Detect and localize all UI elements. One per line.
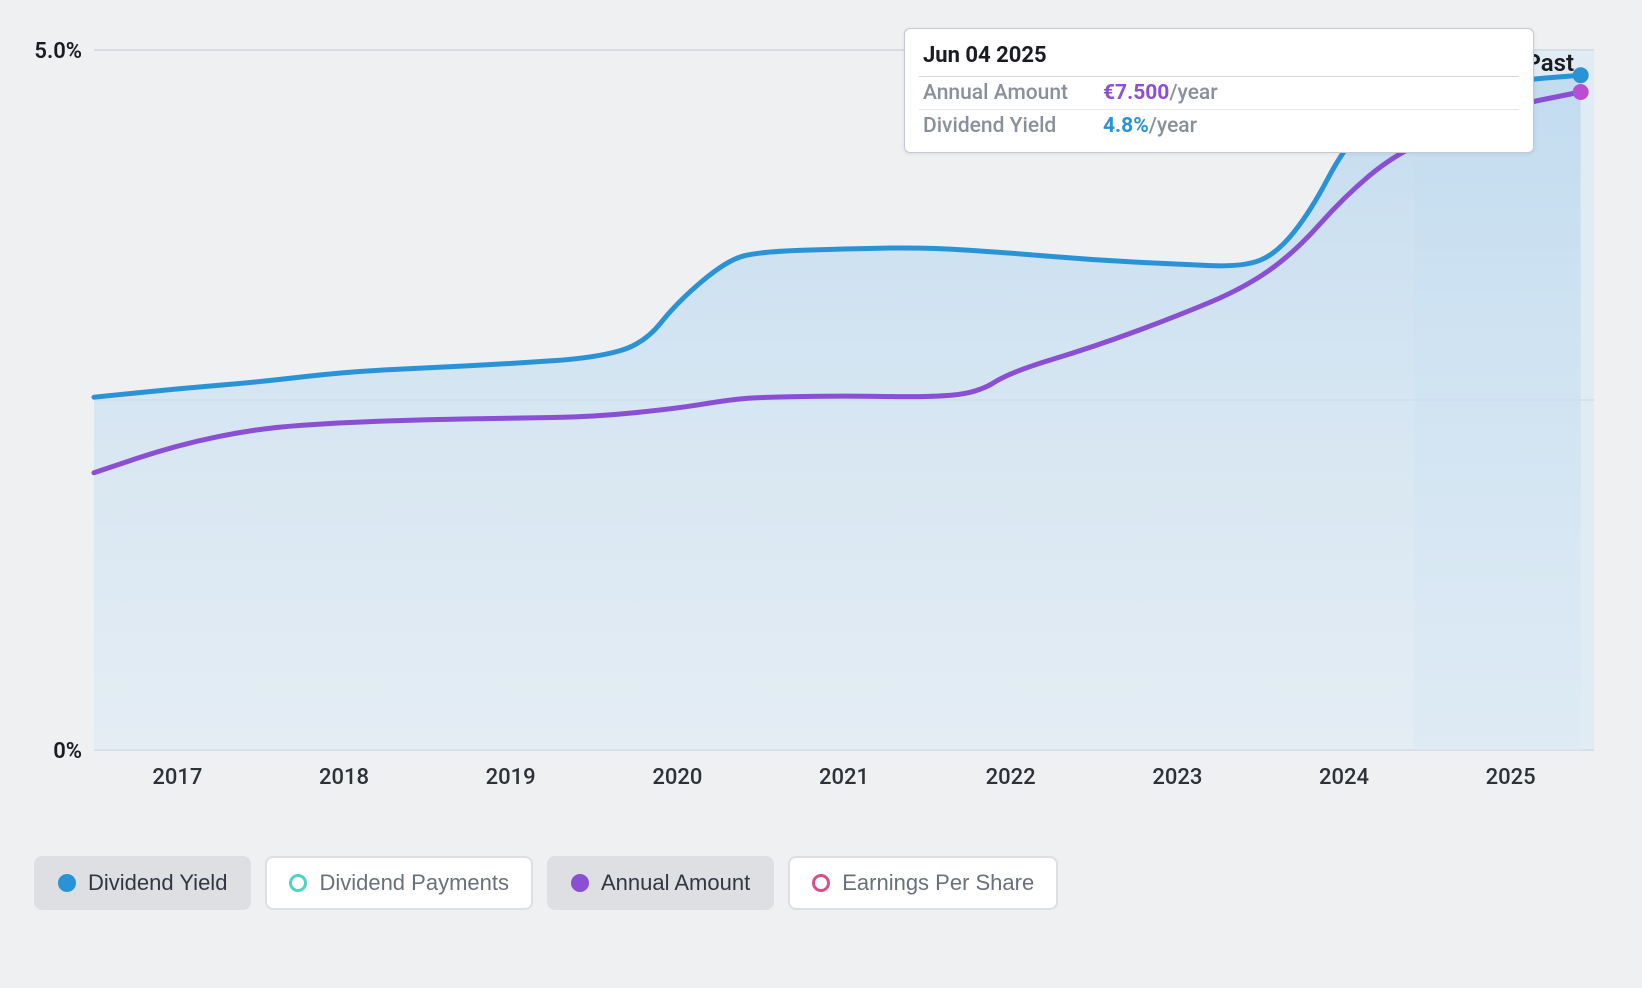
legend-label: Annual Amount	[601, 870, 750, 896]
tooltip-row-value: 4.8%	[1103, 114, 1149, 138]
tooltip-row-value: €7.500	[1103, 81, 1169, 105]
legend-swatch	[812, 874, 830, 892]
tooltip-row: Dividend Yield4.8%/year	[919, 110, 1519, 142]
dividend-yield-area	[94, 75, 1581, 750]
legend-item[interactable]: Dividend Payments	[265, 856, 533, 910]
chart-legend: Dividend Yield Dividend Payments Annual Am…	[34, 856, 1058, 910]
legend-item[interactable]: Annual Amount	[547, 856, 774, 910]
chart-container: Past0%5.0%201720182019202020212022202320…	[0, 0, 1642, 988]
legend-item[interactable]: Earnings Per Share	[788, 856, 1058, 910]
tooltip-row-label: Dividend Yield	[923, 114, 1103, 138]
x-axis-label: 2020	[652, 765, 702, 790]
x-axis-label: 2023	[1152, 765, 1202, 790]
x-axis-label: 2017	[152, 765, 202, 790]
legend-swatch	[58, 874, 76, 892]
x-axis-label: 2022	[986, 765, 1036, 790]
legend-label: Dividend Payments	[319, 870, 509, 896]
y-axis-label: 5.0%	[34, 39, 82, 64]
chart-tooltip: Jun 04 2025 Annual Amount€7.500/yearDivi…	[904, 28, 1534, 153]
legend-label: Earnings Per Share	[842, 870, 1034, 896]
legend-swatch	[289, 874, 307, 892]
legend-swatch	[571, 874, 589, 892]
y-axis-label: 0%	[53, 739, 82, 764]
tooltip-row-unit: /year	[1169, 81, 1217, 105]
legend-label: Dividend Yield	[88, 870, 227, 896]
x-axis-label: 2025	[1486, 765, 1536, 790]
legend-item[interactable]: Dividend Yield	[34, 856, 251, 910]
x-axis-label: 2024	[1319, 765, 1369, 790]
x-axis-label: 2021	[819, 765, 869, 790]
tooltip-row-unit: /year	[1149, 114, 1197, 138]
dividend-yield-end-marker	[1573, 67, 1589, 83]
annual-amount-end-marker	[1573, 84, 1589, 100]
x-axis-label: 2018	[319, 765, 369, 790]
tooltip-row-label: Annual Amount	[923, 81, 1103, 105]
tooltip-row: Annual Amount€7.500/year	[919, 77, 1519, 110]
tooltip-date: Jun 04 2025	[919, 37, 1519, 77]
x-axis-label: 2019	[486, 765, 536, 790]
